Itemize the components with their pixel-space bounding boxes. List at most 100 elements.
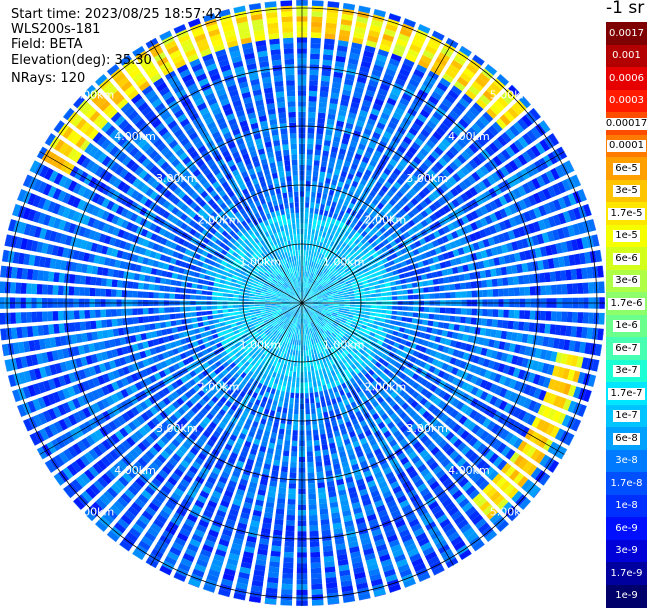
- gate-cell: [322, 444, 328, 450]
- gate-cell: [317, 118, 325, 124]
- gate-cell: [502, 320, 508, 328]
- gate-cell: [461, 291, 467, 298]
- gate-cell: [422, 320, 428, 326]
- gate-cell: [308, 488, 316, 494]
- gate-cell: [323, 188, 328, 194]
- gate-cell: [560, 325, 566, 336]
- gate-cell: [368, 282, 374, 286]
- gate-cell: [225, 321, 231, 325]
- gate-cell: [323, 304, 328, 305]
- gate-cell: [487, 309, 493, 317]
- gate-cell: [274, 395, 279, 401]
- gate-cell: [325, 33, 336, 39]
- gate-cell: [311, 251, 314, 257]
- gate-cell: [305, 388, 309, 394]
- gate-cell: [465, 317, 471, 324]
- gate-cell: [297, 367, 300, 372]
- gate-cell: [319, 498, 327, 504]
- gate-cell: [405, 278, 411, 283]
- gate-cell: [424, 307, 430, 312]
- gate-cell: [317, 123, 324, 129]
- gate-cell: [311, 192, 316, 198]
- gate-cell: [274, 524, 283, 530]
- gate-cell: [583, 283, 589, 294]
- gate-cell: [282, 413, 287, 419]
- gate-cell: [310, 59, 320, 65]
- gate-cell: [433, 321, 439, 327]
- gate-cell: [305, 398, 309, 404]
- gate-cell: [308, 377, 312, 383]
- gate-cell: [566, 270, 572, 281]
- gate-cell: [282, 461, 289, 467]
- gate-cell: [438, 278, 444, 284]
- gate-cell: [519, 310, 525, 319]
- gate-cell: [315, 456, 322, 462]
- gate-cell: [286, 525, 295, 531]
- gate-cell: [308, 117, 315, 123]
- gate-cell: [576, 268, 582, 279]
- gate-cell: [371, 328, 377, 333]
- gate-cell: [303, 324, 304, 329]
- gate-cell: [401, 284, 407, 289]
- gate-cell: [284, 375, 288, 381]
- gate-cell: [320, 429, 326, 435]
- gate-cell: [367, 323, 373, 327]
- gate-cell: [344, 309, 350, 312]
- gate-cell: [299, 340, 301, 345]
- gate-cell: [273, 383, 278, 389]
- gate-cell: [289, 478, 296, 484]
- gate-cell: [355, 296, 361, 299]
- gate-cell: [498, 289, 504, 297]
- gate-cell: [482, 309, 488, 316]
- gate-cell: [281, 589, 292, 595]
- gate-cell: [306, 186, 311, 192]
- gate-cell: [389, 277, 395, 282]
- gate-cell: [316, 139, 323, 145]
- gate-cell: [304, 367, 307, 372]
- gate-cell: [285, 541, 295, 547]
- gate-cell: [305, 335, 307, 340]
- gate-cell: [319, 231, 323, 237]
- gate-cell: [255, 311, 261, 314]
- gate-cell: [317, 408, 322, 414]
- gate-cell: [370, 290, 376, 294]
- gate-cell: [380, 314, 386, 318]
- gate-cell: [369, 286, 375, 290]
- gate-cell: [323, 551, 333, 557]
- gate-cell: [284, 552, 294, 558]
- gate-cell: [270, 556, 280, 562]
- gate-cell: [319, 97, 327, 103]
- gate-cell: [322, 70, 331, 76]
- gate-cell: [314, 155, 320, 161]
- gate-cell: [286, 424, 291, 430]
- gate-cell: [325, 572, 336, 578]
- gate-cell: [560, 270, 566, 281]
- gate-cell: [313, 171, 319, 177]
- gate-cell: [550, 272, 556, 282]
- gate-cell: [290, 366, 293, 372]
- gate-cell: [307, 446, 313, 452]
- gate-cell: [318, 304, 323, 305]
- gate-cell: [280, 472, 287, 478]
- gate-cell: [295, 398, 299, 404]
- gate-cell: [319, 209, 324, 215]
- gate-cell: [310, 344, 313, 350]
- gate-cell: [439, 285, 445, 291]
- gate-cell: [317, 128, 324, 134]
- gate-cell: [513, 321, 519, 330]
- gate-cell: [290, 393, 294, 399]
- gate-cell: [408, 307, 414, 312]
- gate-cell: [286, 387, 290, 393]
- gate-cell: [385, 319, 391, 323]
- gate-cell: [390, 320, 396, 325]
- gate-cell: [508, 277, 514, 286]
- gate-cell: [322, 151, 329, 157]
- gate-cell: [349, 312, 355, 315]
- gate-cell: [307, 366, 310, 372]
- gate-cell: [317, 220, 321, 226]
- gate-cell: [287, 510, 295, 516]
- gate-cell: [371, 309, 377, 312]
- gate-cell: [313, 165, 319, 171]
- gate-cell: [324, 556, 334, 562]
- gate-cell: [325, 470, 332, 476]
